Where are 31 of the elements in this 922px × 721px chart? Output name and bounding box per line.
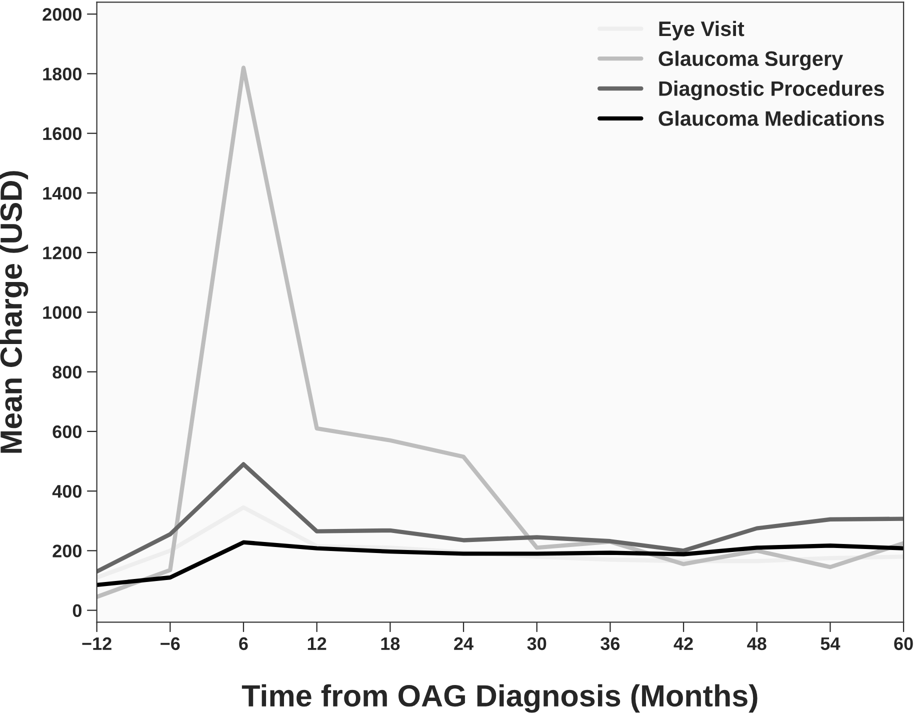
line-series (96, 540, 904, 588)
legend-label: Glaucoma Surgery (658, 50, 844, 70)
x-tick-label: 6 (239, 637, 248, 650)
x-tick-label: 36 (600, 637, 620, 650)
x-tick-label: 48 (747, 637, 766, 650)
x-tick-label: −12 (82, 637, 112, 650)
y-tick-label: 200 (52, 544, 82, 558)
y-tick-label: 0 (72, 604, 82, 618)
x-tick-label: 54 (820, 637, 840, 650)
line-series (96, 462, 904, 574)
x-tick-label: 30 (527, 637, 546, 650)
x-tick-label: 60 (894, 637, 913, 650)
x-tick-label: 24 (454, 637, 474, 650)
y-tick-label: 400 (52, 484, 82, 498)
y-tick-label: 1400 (43, 186, 82, 200)
y-tick-label: 800 (52, 366, 82, 379)
x-tick-label: −6 (160, 637, 180, 650)
legend-label: Diagnostic Procedures (659, 80, 884, 100)
x-axis-title: Time from OAG Diagnosis (Months) (242, 684, 758, 713)
x-tick-label: 18 (381, 637, 400, 650)
y-tick-label: 1600 (43, 127, 82, 140)
x-tick-label: 12 (308, 637, 326, 650)
legend-label: Eye Visit (659, 20, 744, 40)
y-tick-label: 1200 (43, 246, 82, 260)
y-tick-label: 1000 (43, 306, 82, 319)
y-tick-label: 600 (52, 425, 82, 438)
legend-label: Glaucoma Medications (658, 110, 884, 126)
y-axis-title: Mean Charge (USD) (0, 171, 28, 453)
y-tick-label: 1800 (43, 68, 82, 80)
y-tick-label: 2000 (42, 8, 82, 21)
x-tick-label: 42 (674, 637, 693, 650)
